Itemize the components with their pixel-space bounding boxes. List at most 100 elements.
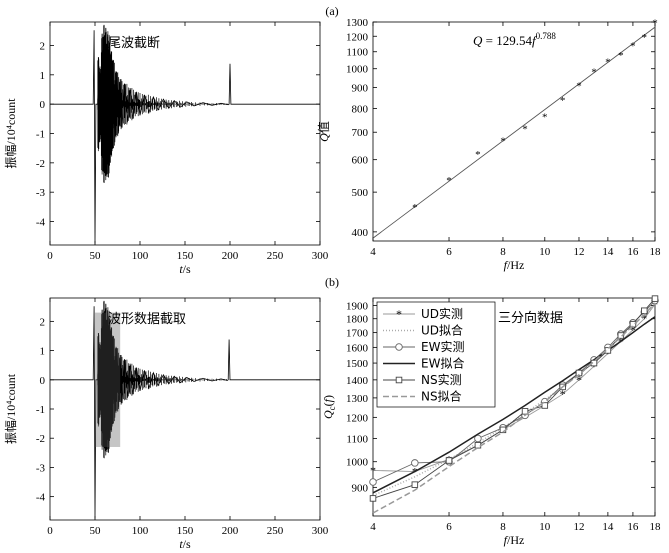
x-tick-label: 50 [90, 525, 102, 537]
x-tick-label: 12 [573, 246, 584, 258]
data-point-star: * [412, 202, 418, 214]
series-marker [617, 332, 625, 339]
x-tick-label: 10 [539, 246, 551, 258]
x-tick-label: 250 [267, 525, 284, 537]
x-tick-label: 100 [132, 525, 149, 537]
y-tick-label: 1700 [346, 328, 369, 340]
y-axis-label: Qc(f) [321, 395, 337, 419]
chart-b-left: 0 50 100 150 200 250 300 -4 -3 -2 -1 0 1 2 波形数据截取 t/s 振幅… [3, 297, 329, 551]
data-point-star: * [522, 123, 528, 135]
y-tick-label: 1900 [346, 301, 369, 313]
data-point-star: * [500, 136, 506, 148]
data-point-star: * [618, 50, 624, 62]
series-marker [521, 408, 529, 415]
x-tick-label: 300 [312, 250, 329, 262]
x-tick-label: 0 [47, 250, 53, 262]
series-marker [641, 307, 648, 314]
series-marker: * [591, 359, 597, 373]
y-tick-label: 0 [40, 375, 46, 387]
y-tick-label: 1600 [346, 342, 369, 354]
series-marker: * [560, 387, 566, 401]
y-tick-label: 1200 [346, 412, 369, 424]
chart-annotation: 三分向数据 [498, 310, 563, 326]
legend-label: EW实测 [421, 339, 464, 354]
waveform-annotation: 尾波截断 [108, 36, 160, 51]
y-tick-label: 1800 [346, 314, 369, 326]
waveform-oscillation [97, 25, 228, 183]
series-marker [369, 478, 377, 486]
y-tick-label: 400 [352, 227, 369, 239]
y-tick-label: 1100 [346, 434, 368, 446]
x-tick-label: 12 [573, 521, 584, 533]
legend-marker: * [396, 307, 402, 321]
x-tick-label: 4 [370, 521, 376, 533]
panel-b-label: (b) [325, 275, 339, 289]
x-tick-label: 200 [222, 250, 239, 262]
x-tick-label: 50 [90, 250, 102, 262]
y-axis-label: 振幅/10⁴count [3, 98, 18, 169]
y-tick-label: 900 [352, 82, 369, 94]
x-tick-label: 16 [627, 246, 639, 258]
waveform-outline [50, 300, 320, 519]
x-tick-label: 14 [602, 246, 614, 258]
x-tick-label: 0 [47, 525, 53, 537]
legend-label: NS拟合 [421, 389, 462, 404]
x-tick-label: 16 [627, 521, 639, 533]
chart-b-right: 4 6 8 10 12 14 16 18 900 1000 1100 1200 1300 1400 1500… [321, 295, 661, 547]
analysis-window-highlight [95, 312, 121, 447]
x-tick-label: 6 [446, 521, 452, 533]
data-point-star: * [560, 95, 566, 107]
x-tick-label: 8 [500, 521, 506, 533]
data-point-star: * [630, 40, 636, 52]
panel-a-label: (a) [325, 4, 338, 18]
y-tick-label: 1 [40, 346, 46, 358]
y-tick-label: 2 [40, 316, 46, 328]
y-tick-label: 1500 [346, 358, 369, 370]
series-marker [411, 459, 419, 467]
x-axis-label: f/Hz [504, 258, 525, 272]
series-line [372, 304, 656, 473]
series-marker [604, 347, 612, 354]
y-tick-label: 1 [40, 70, 46, 82]
legend-marker [395, 376, 403, 384]
data-point-star: * [642, 32, 648, 44]
data-point-star: * [652, 17, 658, 29]
y-tick-label: 1300 [346, 393, 369, 405]
x-tick-label: 250 [267, 250, 284, 262]
series-marker [629, 320, 637, 328]
series-marker [474, 442, 482, 449]
y-tick-label: 1400 [346, 375, 369, 387]
data-point-star: * [605, 57, 611, 69]
series-marker [445, 457, 453, 464]
data-point-star: * [576, 81, 582, 93]
y-tick-label: 1000 [346, 64, 369, 76]
x-tick-label: 100 [132, 250, 149, 262]
data-point-star: * [446, 175, 452, 187]
x-tick-label: 14 [602, 521, 614, 533]
y-tick-label: 900 [352, 482, 369, 494]
fit-line [372, 26, 656, 239]
y-tick-label: -3 [36, 462, 46, 474]
series-marker [651, 295, 659, 302]
legend-marker [395, 343, 403, 351]
series-marker: * [641, 312, 647, 326]
fit-equation: Q = 129.54f0.788 [473, 31, 556, 48]
chart-a-left: 0 50 100 150 200 250 300 -4 -3 -2 -1 0 1 2 尾波截断 t/s 振幅/1… [3, 21, 329, 276]
plot-frame [49, 297, 321, 521]
y-tick-label: -2 [36, 158, 45, 170]
series-line [372, 302, 656, 514]
data-point-star: * [542, 111, 548, 123]
x-axis-label: t/s [179, 262, 191, 276]
y-tick-label: -4 [36, 217, 46, 229]
y-tick-label: 1100 [346, 47, 368, 59]
y-tick-label: -1 [36, 404, 45, 416]
y-tick-label: 1000 [346, 457, 369, 469]
x-axis-label: f/Hz [504, 533, 525, 547]
legend-label: EW拟合 [421, 356, 464, 371]
series-marker [369, 495, 377, 502]
data-point-star: * [591, 66, 597, 78]
x-tick-label: 6 [446, 246, 452, 258]
y-tick-label: 500 [352, 187, 369, 199]
plot-frame [372, 297, 656, 517]
